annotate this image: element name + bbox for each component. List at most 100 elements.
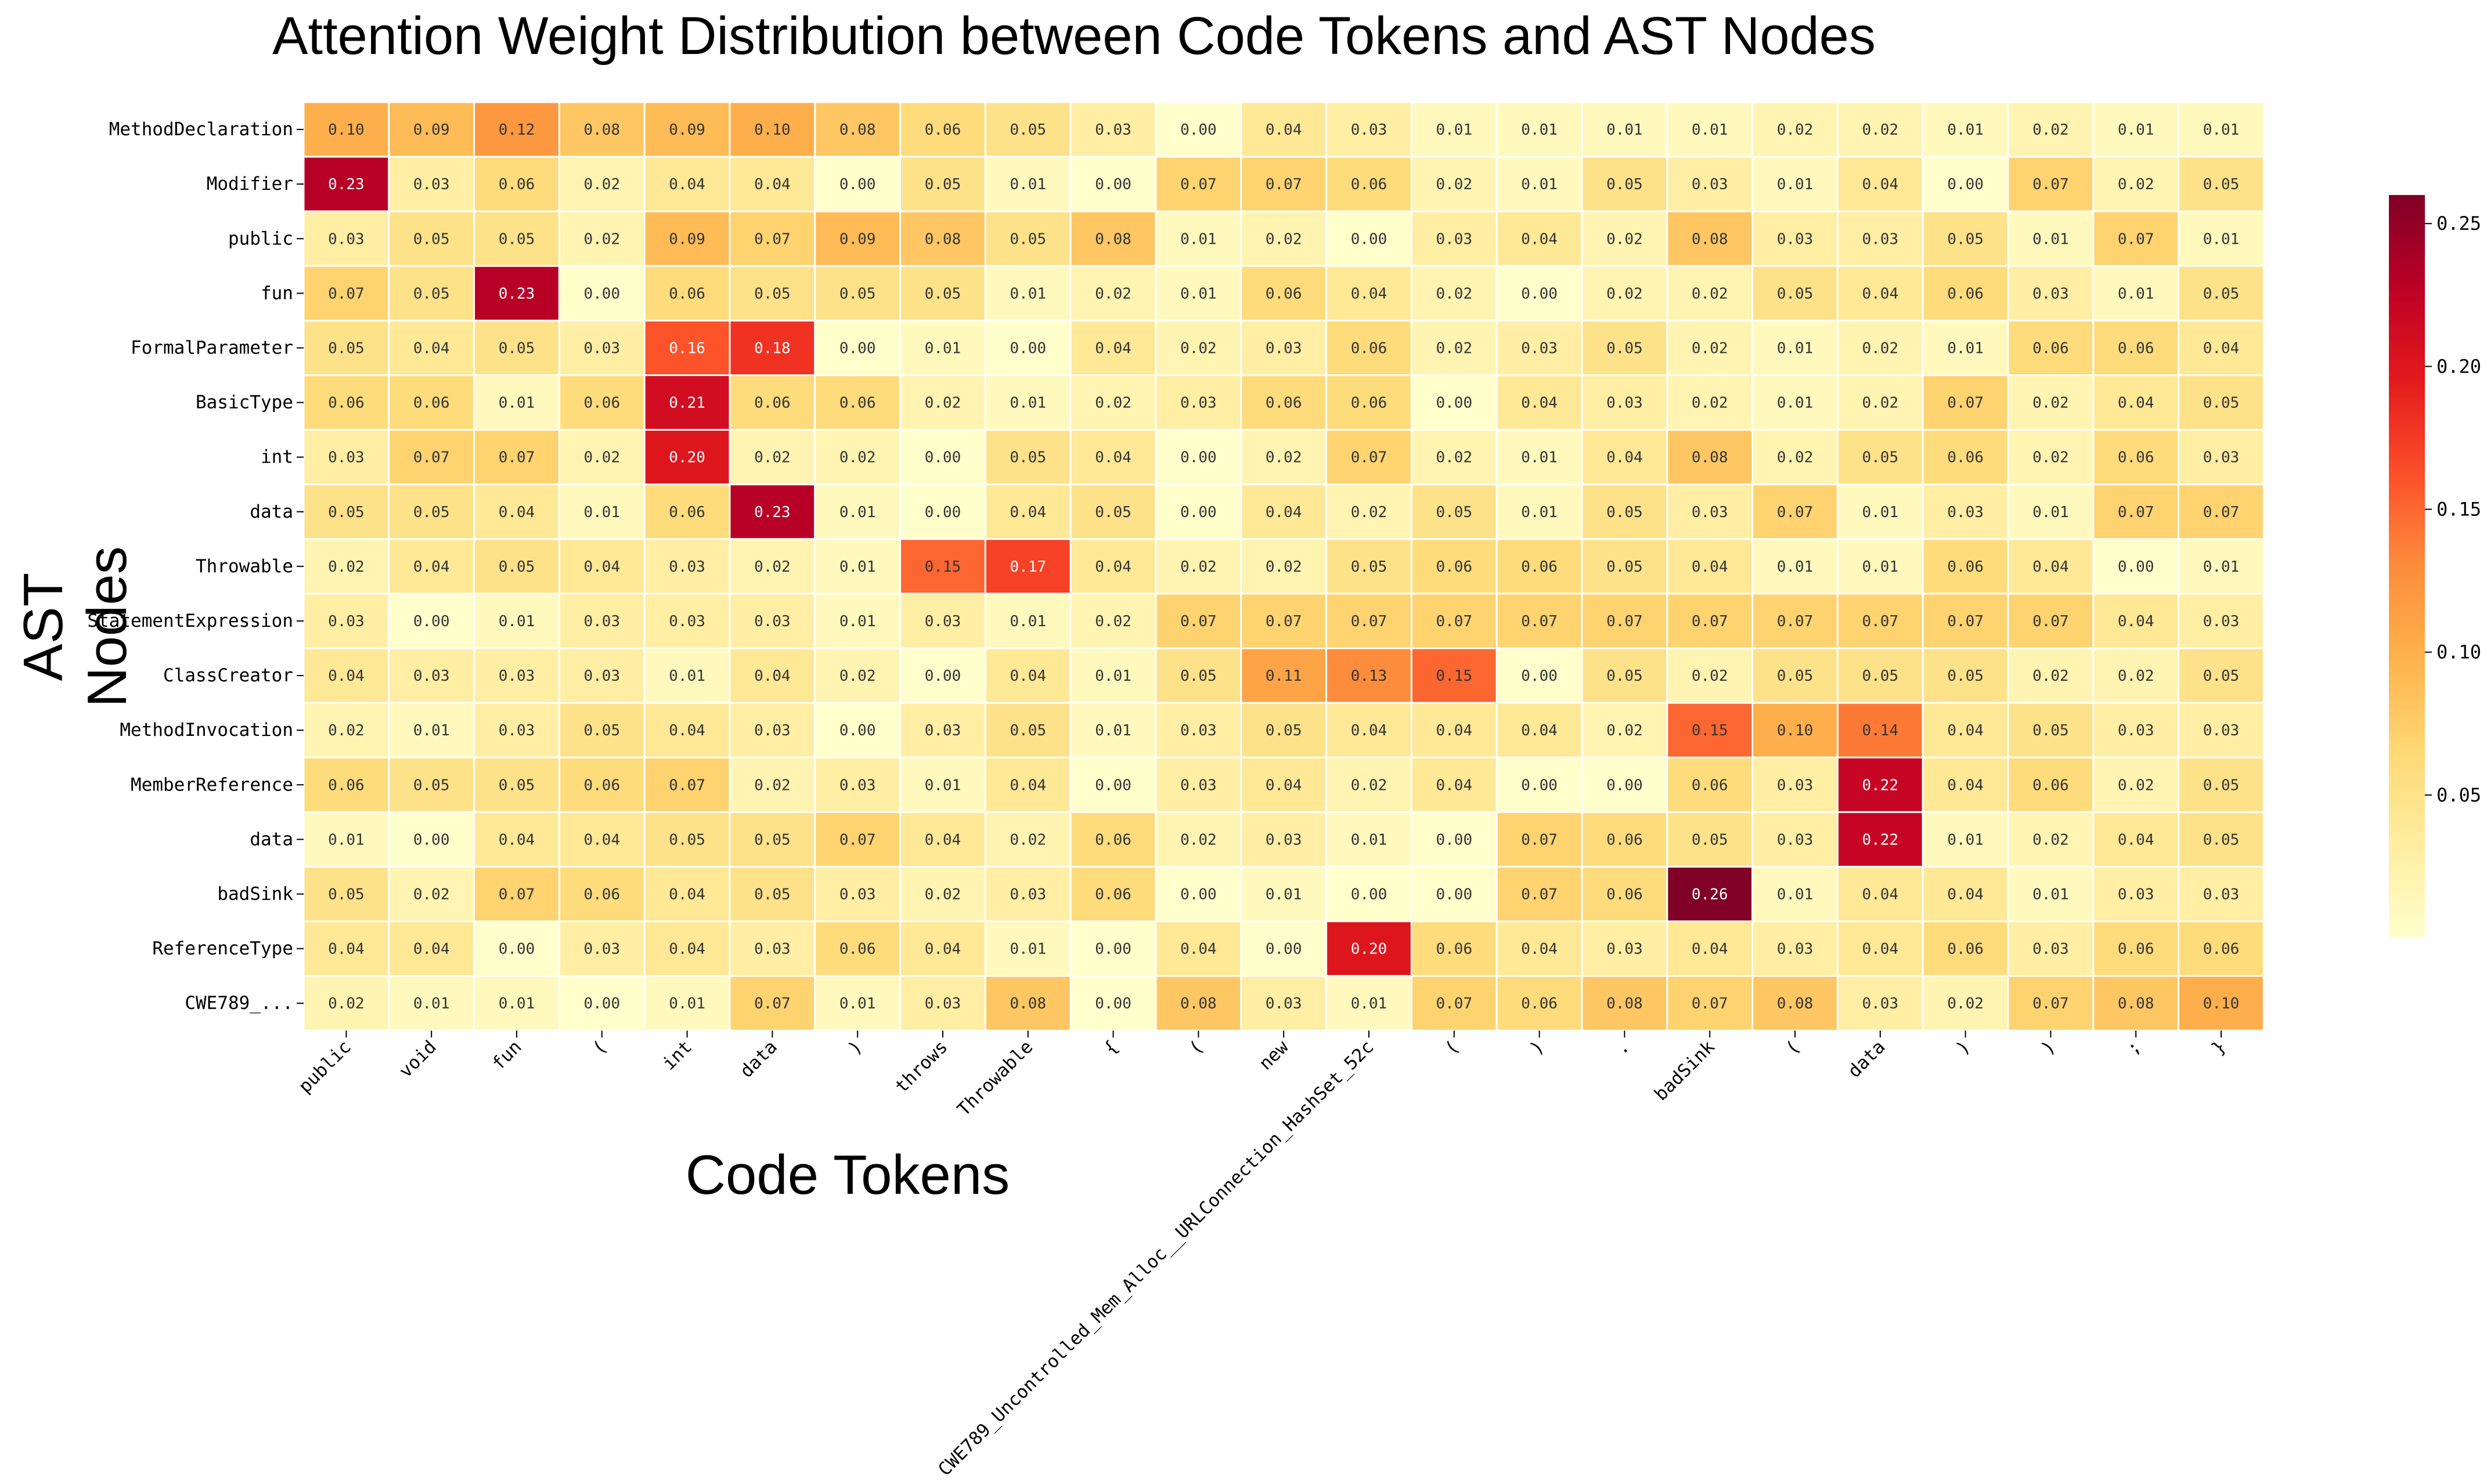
heatmap-cell — [2178, 756, 2265, 813]
cell-value-label: 0.01 — [839, 558, 876, 576]
cell-value-label: 0.03 — [1180, 777, 1217, 794]
cell-value-label: 0.07 — [1692, 995, 1728, 1013]
cell-value-label: 0.02 — [1351, 504, 1387, 521]
row-label: badSink — [217, 883, 293, 904]
cell-value-label: 0.03 — [1266, 340, 1302, 357]
cell-value-label: 0.04 — [669, 941, 705, 958]
cell-value-label: 0.02 — [328, 722, 365, 739]
heatmap-cell — [2007, 702, 2095, 759]
cell-value-label: 0.03 — [1436, 230, 1472, 248]
cell-value-label: 0.03 — [328, 449, 365, 467]
heatmap-cell — [1581, 483, 1668, 540]
colorbar-tick-label: 0.25 — [2436, 212, 2481, 234]
cell-value-label: 0.01 — [499, 613, 535, 630]
heatmap-cell — [814, 210, 902, 267]
cell-value-label: 0.07 — [1521, 613, 1558, 630]
heatmap-cell — [814, 265, 902, 322]
heatmap-cell — [729, 538, 816, 595]
cell-value-label: 0.00 — [1266, 941, 1302, 958]
heatmap-cell — [2007, 429, 2095, 486]
cell-value-label: 0.04 — [669, 176, 705, 193]
cell-value-label: 0.05 — [754, 285, 791, 302]
cell-value-label: 0.01 — [583, 504, 620, 521]
cell-value-label: 0.00 — [1436, 886, 1472, 903]
cell-value-label: 0.04 — [2118, 831, 2154, 848]
row-label: ClassCreator — [163, 665, 293, 686]
cell-value-label: 0.01 — [1606, 121, 1643, 139]
heatmap-cell — [1666, 975, 1754, 1032]
cell-value-label: 0.06 — [583, 777, 620, 794]
heatmap-cell — [2178, 702, 2265, 759]
heatmap-cell — [473, 811, 560, 868]
cell-value-label: 0.07 — [1777, 613, 1814, 630]
cell-value-label: 0.03 — [1692, 176, 1728, 193]
cell-value-label: 0.20 — [669, 449, 705, 467]
cell-value-label: 0.04 — [669, 886, 705, 903]
cell-value-label: 0.02 — [1266, 558, 1302, 576]
heatmap-cell — [899, 374, 986, 431]
cell-value-label: 0.03 — [413, 176, 450, 193]
heatmap-cell — [899, 647, 986, 704]
cell-value-label: 0.04 — [669, 722, 705, 739]
colorbar-bar — [2389, 195, 2425, 938]
heatmap-cell — [1581, 429, 1668, 486]
cell-value-label: 0.06 — [839, 395, 876, 412]
heatmap-cell — [2007, 920, 2095, 977]
cell-value-label: 0.04 — [1266, 121, 1302, 139]
cell-value-label: 0.04 — [328, 667, 365, 685]
heatmap-cell — [729, 483, 816, 540]
cell-value-label: 0.26 — [1692, 886, 1728, 903]
cell-value-label: 0.06 — [583, 395, 620, 412]
cell-value-label: 0.07 — [1947, 395, 1984, 412]
heatmap-cell — [1751, 811, 1839, 868]
cell-value-label: 0.03 — [583, 667, 620, 685]
heatmap-cell — [1581, 811, 1668, 868]
heatmap-cell — [1666, 374, 1754, 431]
cell-value-label: 0.05 — [925, 285, 961, 302]
cell-value-label: 0.06 — [499, 176, 535, 193]
heatmap-cell — [1836, 429, 1924, 486]
heatmap-cell — [1495, 593, 1583, 649]
heatmap-cell — [729, 865, 816, 923]
heatmap-cell — [2092, 647, 2180, 704]
cell-value-label: 0.05 — [1010, 722, 1046, 739]
cell-value-label: 0.04 — [1521, 941, 1558, 958]
heatmap-cell — [473, 865, 560, 923]
cell-value-label: 0.05 — [328, 504, 365, 521]
heatmap-cell — [558, 593, 646, 649]
cell-value-label: 0.02 — [2032, 449, 2069, 467]
cell-value-label: 0.08 — [2118, 995, 2154, 1013]
heatmap-cell — [1410, 101, 1498, 158]
cell-value-label: 0.02 — [839, 449, 876, 467]
row-label: StatementExpression — [87, 611, 293, 631]
cell-value-label: 0.03 — [1777, 941, 1814, 958]
heatmap-cell — [899, 811, 986, 868]
heatmap-cell — [1410, 429, 1498, 486]
cell-value-label: 0.06 — [1436, 558, 1472, 576]
cell-value-label: 0.01 — [1010, 285, 1046, 302]
cell-value-label: 0.05 — [925, 176, 961, 193]
heatmap-cell — [1751, 374, 1839, 431]
heatmap-cell — [899, 210, 986, 267]
heatmap-cell — [2007, 319, 2095, 377]
heatmap-cell — [1581, 920, 1668, 977]
heatmap-cell — [1922, 156, 2009, 212]
cell-value-label: 0.06 — [1436, 941, 1472, 958]
heatmap-cell — [1410, 319, 1498, 377]
heatmap-cell — [1240, 483, 1328, 540]
cell-value-label: 0.00 — [1095, 941, 1131, 958]
cell-value-label: 0.07 — [2032, 995, 2069, 1013]
cell-value-label: 0.00 — [1095, 995, 1131, 1013]
cell-value-label: 0.01 — [2032, 230, 2069, 248]
cell-value-label: 0.04 — [1095, 340, 1131, 357]
cell-value-label: 0.05 — [1777, 667, 1814, 685]
cell-value-label: 0.01 — [669, 995, 705, 1013]
heatmap-cell — [388, 756, 475, 813]
cell-value-label: 0.08 — [583, 121, 620, 139]
cell-value-label: 0.02 — [583, 449, 620, 467]
cell-value-label: 0.01 — [1010, 395, 1046, 412]
cell-value-label: 0.04 — [1351, 285, 1387, 302]
cell-value-label: 0.00 — [1606, 777, 1643, 794]
heatmap-cell — [2007, 483, 2095, 540]
heatmap-cell — [1069, 265, 1157, 322]
